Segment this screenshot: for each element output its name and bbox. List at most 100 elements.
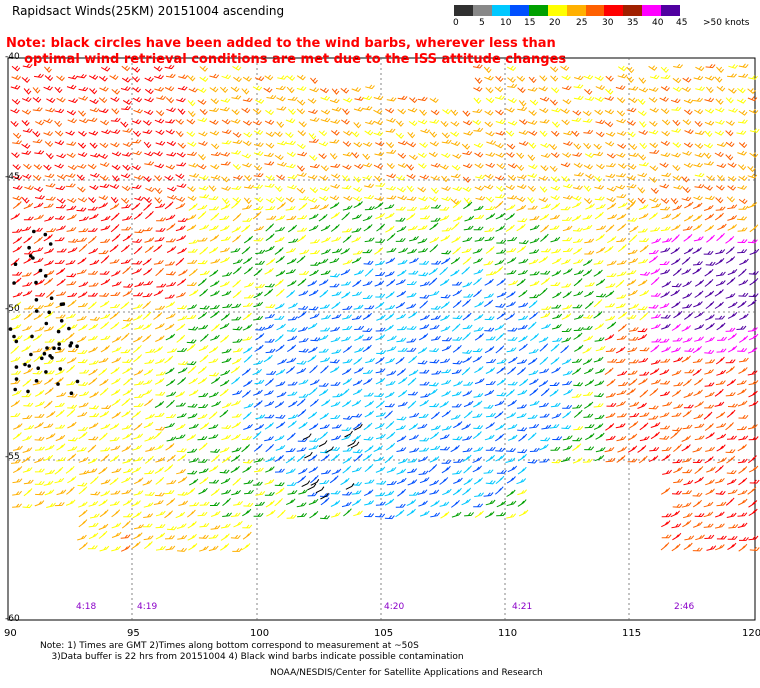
wind-barb [572, 185, 583, 190]
wind-barb [255, 333, 265, 341]
wind-barb [197, 87, 207, 94]
wind-barb [550, 282, 561, 287]
wind-barb [176, 334, 186, 343]
wind-barb [672, 175, 682, 181]
wind-barb [429, 347, 440, 353]
wind-barb [133, 292, 144, 297]
wind-barb [110, 321, 120, 330]
wind-barb [145, 210, 154, 220]
wind-barb [684, 129, 694, 135]
wind-barb [277, 161, 287, 167]
wind-barb [705, 314, 715, 321]
wind-barb [55, 434, 66, 442]
wind-barb [682, 490, 692, 495]
wind-barb [694, 336, 704, 342]
wind-barb [154, 197, 163, 204]
wind-barb [188, 423, 199, 429]
wind-barb [164, 201, 174, 210]
wind-barb [506, 247, 517, 253]
wind-barb [494, 400, 505, 407]
wind-barb [342, 97, 353, 103]
wind-barb [659, 183, 670, 189]
wind-barb [628, 336, 639, 341]
wind-barb [199, 288, 208, 297]
wind-barb [110, 129, 121, 134]
wind-barb [12, 335, 23, 341]
wind-barb [363, 377, 373, 385]
wind-barb [353, 176, 362, 183]
wind-barb [452, 200, 462, 209]
contaminated-barb [320, 492, 329, 500]
wind-barb [220, 247, 230, 253]
wind-barb [450, 222, 460, 231]
wind-barb [341, 368, 352, 376]
wind-barb [748, 465, 759, 473]
wind-barb [76, 315, 87, 321]
wind-barb [617, 446, 627, 453]
wind-barb [486, 140, 496, 145]
wind-barb [593, 269, 603, 277]
wind-barb [428, 151, 438, 158]
wind-barb [241, 543, 251, 551]
wind-barb [176, 423, 186, 431]
wind-barb [728, 301, 738, 309]
wind-barb [584, 446, 595, 451]
wind-barb [395, 206, 406, 211]
wind-barb [298, 489, 309, 495]
wind-barb [111, 233, 121, 242]
wind-barb [748, 400, 759, 407]
wind-barb [98, 250, 109, 255]
wind-barb [23, 312, 33, 320]
wind-barb [672, 142, 682, 148]
wind-barb [199, 305, 210, 310]
wind-barb [560, 162, 571, 168]
wind-barb [198, 154, 206, 161]
wind-barb [617, 323, 627, 332]
wind-barb [540, 142, 550, 149]
wind-barb [551, 366, 561, 374]
wind-barb [407, 377, 417, 386]
wind-barb [177, 476, 188, 484]
wind-barb [584, 96, 595, 101]
wind-barb [517, 106, 528, 112]
wind-barb [638, 213, 649, 220]
wind-barb [429, 119, 440, 124]
wind-barb [485, 422, 495, 430]
wind-barb [298, 196, 309, 201]
quality-flag-circle [44, 370, 48, 374]
wind-barb [43, 203, 54, 209]
wind-barb [649, 165, 659, 172]
wind-barb [286, 432, 296, 441]
wind-barb [639, 121, 647, 128]
wind-barb [716, 232, 725, 242]
wind-barb [462, 312, 472, 321]
wind-barb [78, 110, 86, 117]
wind-barb [409, 257, 419, 264]
wind-barb [593, 151, 604, 157]
wind-barb [88, 270, 98, 275]
wind-barb [320, 304, 330, 309]
wind-barb [375, 212, 385, 220]
wind-barb [406, 325, 417, 330]
wind-barb [374, 247, 384, 255]
wind-barb [67, 421, 77, 429]
wind-barb [507, 83, 518, 89]
wind-barb [89, 391, 99, 398]
wind-barb [34, 500, 45, 507]
wind-barb [496, 500, 507, 508]
wind-barb [330, 512, 341, 518]
wind-barb [453, 458, 464, 463]
wind-barb [110, 445, 121, 451]
wind-barb [472, 119, 482, 126]
wind-barb [739, 258, 749, 266]
wind-barb [362, 95, 373, 101]
wind-barb [549, 99, 558, 106]
quality-flag-circle [59, 319, 64, 323]
quality-flag-circle [48, 242, 53, 246]
wind-barb [12, 195, 23, 201]
wind-barb [165, 367, 175, 375]
wind-barb [45, 183, 56, 188]
wind-barb [12, 132, 22, 139]
wind-barb [210, 174, 221, 180]
wind-barb [661, 446, 672, 452]
